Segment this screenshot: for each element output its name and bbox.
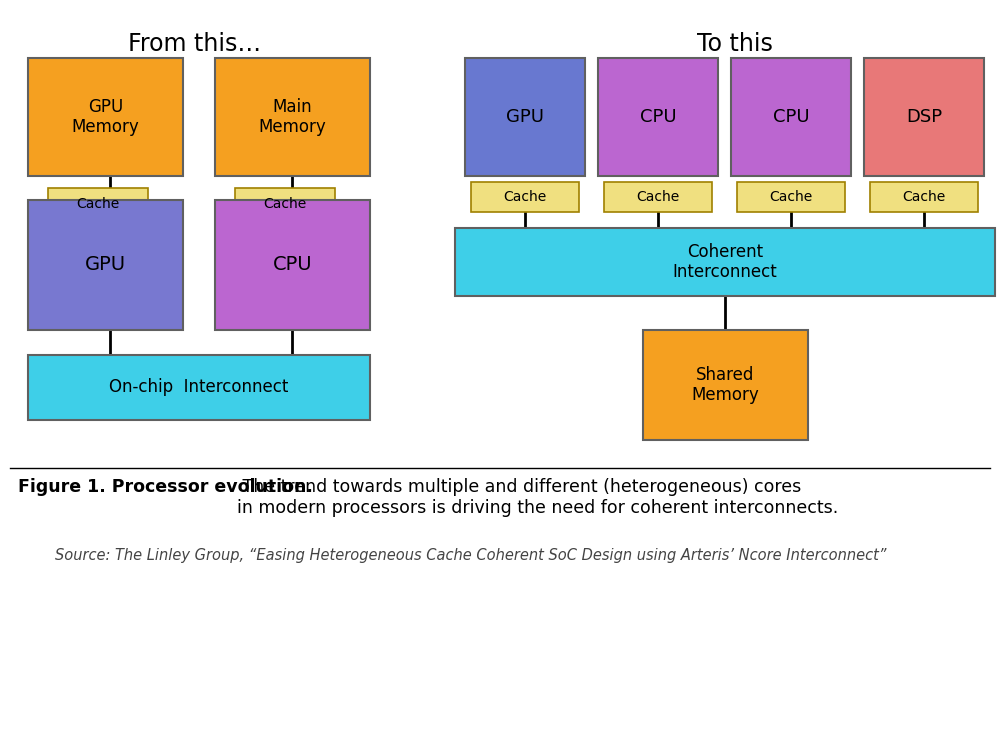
FancyBboxPatch shape: [598, 58, 718, 176]
Text: Cache: Cache: [902, 190, 946, 204]
FancyBboxPatch shape: [235, 188, 335, 220]
FancyBboxPatch shape: [643, 330, 808, 440]
FancyBboxPatch shape: [471, 182, 579, 212]
FancyBboxPatch shape: [604, 182, 712, 212]
Text: On-chip  Interconnect: On-chip Interconnect: [109, 378, 289, 397]
FancyBboxPatch shape: [737, 182, 845, 212]
FancyBboxPatch shape: [455, 228, 995, 296]
FancyBboxPatch shape: [465, 58, 585, 176]
FancyBboxPatch shape: [28, 355, 370, 420]
Text: Main
Memory: Main Memory: [259, 98, 326, 137]
Text: Cache: Cache: [636, 190, 680, 204]
Text: GPU: GPU: [85, 256, 126, 274]
FancyBboxPatch shape: [28, 58, 183, 176]
FancyBboxPatch shape: [215, 200, 370, 330]
Text: Coherent
Interconnect: Coherent Interconnect: [673, 242, 777, 282]
Text: From this…: From this…: [128, 32, 262, 56]
FancyBboxPatch shape: [731, 58, 851, 176]
Text: GPU
Memory: GPU Memory: [72, 98, 139, 137]
Text: Source: The Linley Group, “Easing Heterogeneous Cache Coherent SoC Design using : Source: The Linley Group, “Easing Hetero…: [55, 548, 887, 563]
Text: CPU: CPU: [640, 108, 676, 126]
Text: Cache: Cache: [503, 190, 547, 204]
Text: Shared
Memory: Shared Memory: [692, 366, 759, 404]
Text: CPU: CPU: [773, 108, 809, 126]
Text: GPU: GPU: [506, 108, 544, 126]
Text: CPU: CPU: [273, 256, 312, 274]
FancyBboxPatch shape: [48, 188, 148, 220]
Text: The trend towards multiple and different (heterogeneous) cores
in modern process: The trend towards multiple and different…: [237, 478, 838, 517]
Text: DSP: DSP: [906, 108, 942, 126]
FancyBboxPatch shape: [870, 182, 978, 212]
Text: To this: To this: [697, 32, 773, 56]
Text: Cache: Cache: [76, 197, 120, 211]
FancyBboxPatch shape: [28, 200, 183, 330]
FancyBboxPatch shape: [864, 58, 984, 176]
Text: Figure 1. Processor evolution.: Figure 1. Processor evolution.: [18, 478, 313, 496]
Text: Cache: Cache: [263, 197, 307, 211]
Text: Cache: Cache: [769, 190, 813, 204]
FancyBboxPatch shape: [215, 58, 370, 176]
